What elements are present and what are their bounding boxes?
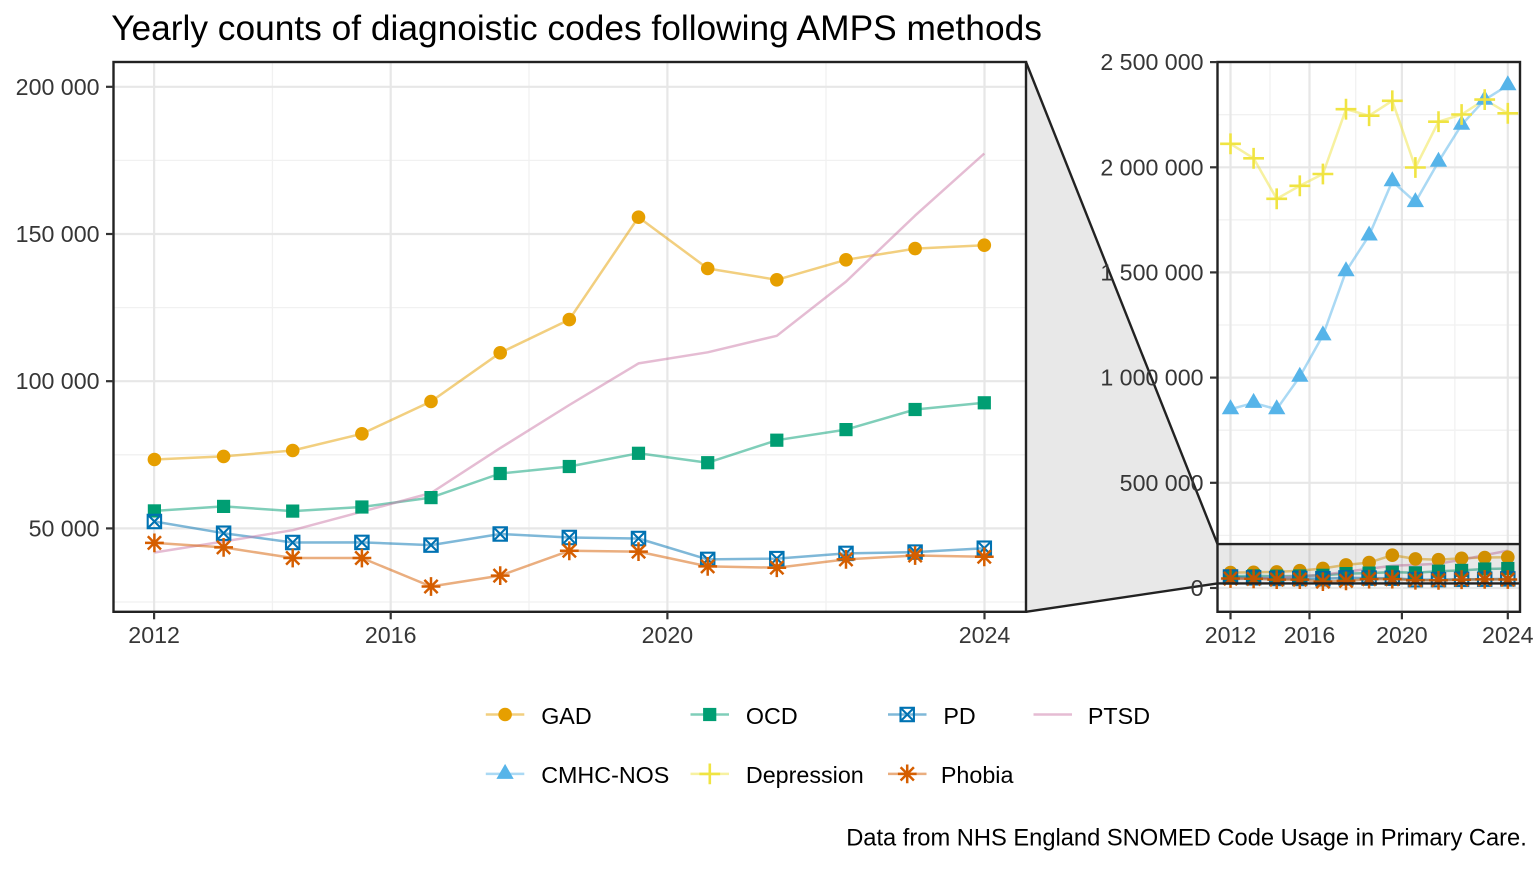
svg-text:2020: 2020 — [1376, 622, 1428, 648]
svg-text:Depression: Depression — [746, 762, 864, 788]
svg-text:OCD: OCD — [746, 703, 798, 729]
svg-text:GAD: GAD — [541, 703, 591, 729]
svg-text:2016: 2016 — [1284, 622, 1336, 648]
svg-text:100 000: 100 000 — [16, 368, 100, 394]
svg-text:1 500 000: 1 500 000 — [1100, 259, 1203, 285]
svg-text:2012: 2012 — [128, 622, 180, 648]
svg-text:200 000: 200 000 — [16, 74, 100, 100]
svg-text:PD: PD — [943, 703, 975, 729]
svg-text:2024: 2024 — [959, 622, 1011, 648]
svg-text:0: 0 — [1191, 575, 1204, 601]
svg-text:Phobia: Phobia — [941, 762, 1014, 788]
svg-text:2012: 2012 — [1205, 622, 1257, 648]
svg-text:CMHC-NOS: CMHC-NOS — [541, 762, 669, 788]
svg-text:PTSD: PTSD — [1088, 703, 1150, 729]
svg-text:Yearly counts of diagnoistic c: Yearly counts of diagnoistic codes follo… — [111, 9, 1042, 48]
svg-text:2020: 2020 — [642, 622, 694, 648]
svg-text:150 000: 150 000 — [16, 221, 100, 247]
svg-text:Data from NHS England SNOMED C: Data from NHS England SNOMED Code Usage … — [846, 826, 1527, 852]
svg-text:50 000: 50 000 — [29, 515, 100, 541]
svg-text:2 000 000: 2 000 000 — [1100, 154, 1203, 180]
svg-text:500 000: 500 000 — [1120, 470, 1204, 496]
svg-text:2 500 000: 2 500 000 — [1100, 49, 1203, 75]
svg-text:2024: 2024 — [1482, 622, 1534, 648]
svg-text:2016: 2016 — [365, 622, 417, 648]
svg-text:1 000 000: 1 000 000 — [1100, 365, 1203, 391]
